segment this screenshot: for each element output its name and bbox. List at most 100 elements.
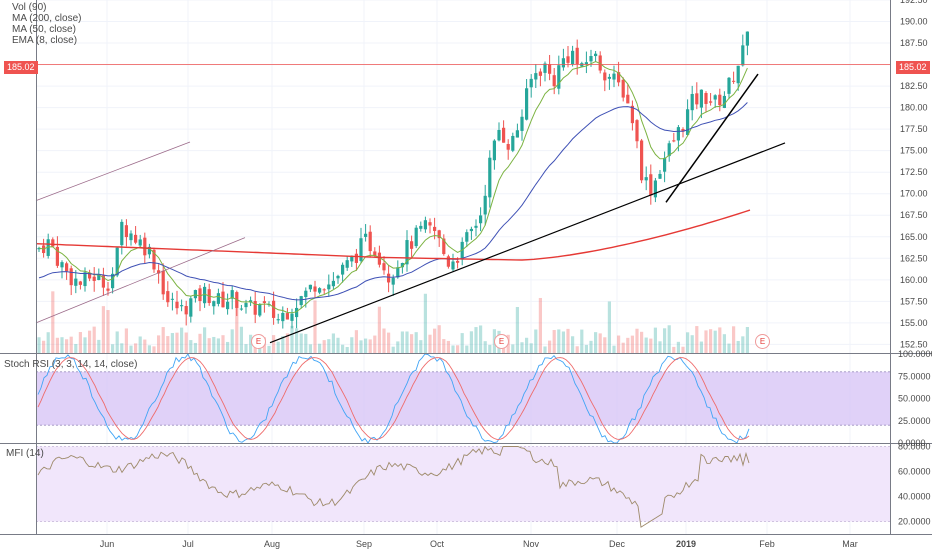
volume-bar	[548, 340, 552, 353]
candle-body	[373, 251, 377, 256]
candle-body	[170, 298, 174, 300]
stoch-tick-label: 75.0000	[898, 371, 931, 381]
volume-bar	[414, 332, 418, 353]
volume-bar	[235, 299, 239, 353]
volume-bar	[520, 342, 524, 353]
volume-bar	[120, 343, 124, 353]
volume-bar	[387, 332, 391, 353]
price-tick-label: 190.00	[900, 17, 928, 27]
candle-body	[354, 253, 358, 263]
oscillator-lines	[37, 353, 750, 528]
volume-bar	[635, 328, 639, 353]
time-tick-label: Dec	[609, 539, 626, 549]
candle-body	[193, 290, 197, 299]
volume-bar	[571, 336, 575, 353]
volume-bar	[308, 344, 312, 353]
candle-body	[460, 241, 464, 260]
candle-body	[451, 261, 455, 270]
time-tick-label: Jul	[182, 539, 194, 549]
volume-bar	[630, 335, 634, 353]
candle-body	[226, 301, 230, 310]
volume-bar	[230, 329, 234, 353]
mfi-tick-label: 80.0000	[898, 442, 931, 452]
stoch-tick-label: 25.0000	[898, 416, 931, 426]
volume-bar	[175, 332, 179, 353]
volume-bar	[359, 340, 363, 353]
volume-bar	[203, 327, 207, 353]
volume-bar	[400, 331, 404, 353]
panel-frames	[0, 0, 932, 535]
candle-body	[101, 275, 105, 288]
volume-bar	[51, 291, 55, 353]
mfi-line	[37, 445, 750, 528]
volume-bar	[138, 336, 142, 353]
time-tick-label: Jun	[100, 539, 115, 549]
candle-body	[318, 288, 322, 293]
price-tick-label: 162.50	[900, 253, 928, 263]
candle-body	[327, 284, 331, 290]
ma200-line	[35, 209, 751, 261]
volume-bar	[672, 346, 676, 353]
candle-body	[239, 308, 243, 310]
candle-body	[65, 263, 69, 272]
volume-bar	[69, 336, 73, 353]
candle-body	[492, 140, 496, 161]
volume-bar	[704, 330, 708, 353]
earnings-marker[interactable]: E	[494, 334, 509, 349]
volume-bar	[612, 345, 616, 353]
volume-bar	[382, 328, 386, 353]
candle-body	[543, 63, 547, 73]
ma50-line	[38, 102, 748, 301]
volume-bar	[676, 341, 680, 353]
candle-body	[686, 109, 690, 135]
volume-bar	[134, 343, 138, 353]
volume-bar	[649, 338, 653, 353]
candle-body	[313, 286, 317, 292]
volume-bar	[695, 326, 699, 353]
candle-body	[428, 222, 432, 226]
volume-bar	[106, 310, 110, 353]
time-tick-label: 2019	[676, 539, 696, 549]
volume-bar	[474, 327, 478, 353]
candle-body	[115, 247, 119, 276]
main-legend: Vol (90) MA (200, close) MA (50, close) …	[12, 2, 81, 46]
candle-body	[111, 273, 115, 289]
candle-body	[511, 135, 515, 151]
volume-bar	[667, 325, 671, 353]
price-tick-label: 157.50	[900, 296, 928, 306]
volume-bar	[391, 346, 395, 353]
candle-body	[400, 263, 404, 268]
candle-body	[143, 237, 147, 256]
earnings-marker[interactable]: E	[755, 334, 770, 349]
volume-bar	[584, 344, 588, 353]
candle-body	[55, 246, 59, 266]
candle-body	[129, 233, 133, 241]
volume-bar	[617, 335, 621, 353]
stoch-rsi-title: Stoch RSI (3, 3, 14, 14, close)	[4, 359, 138, 370]
volume-bar	[681, 346, 685, 353]
candle-body	[92, 276, 96, 281]
candle-body	[644, 177, 648, 181]
volume-bar	[483, 341, 487, 353]
candle-body	[653, 180, 657, 198]
candle-body	[727, 77, 731, 94]
volume-bar	[713, 330, 717, 353]
candle-body	[78, 281, 82, 285]
candle-body	[502, 127, 506, 143]
price-tick-label: 170.00	[900, 189, 928, 199]
earnings-marker[interactable]: E	[251, 334, 266, 349]
candle-body	[474, 225, 478, 228]
candle-body	[410, 241, 414, 249]
time-tick-label: Oct	[430, 539, 445, 549]
volume-bar	[322, 340, 326, 353]
candle-body	[299, 296, 303, 306]
volume-bar	[83, 337, 87, 353]
volume-bar	[423, 293, 427, 353]
candle-body	[709, 101, 713, 103]
candle-body	[106, 288, 110, 291]
volume-bar	[341, 344, 345, 353]
volume-bar	[699, 341, 703, 353]
volume-bar	[722, 334, 726, 353]
candle-body	[382, 263, 386, 271]
